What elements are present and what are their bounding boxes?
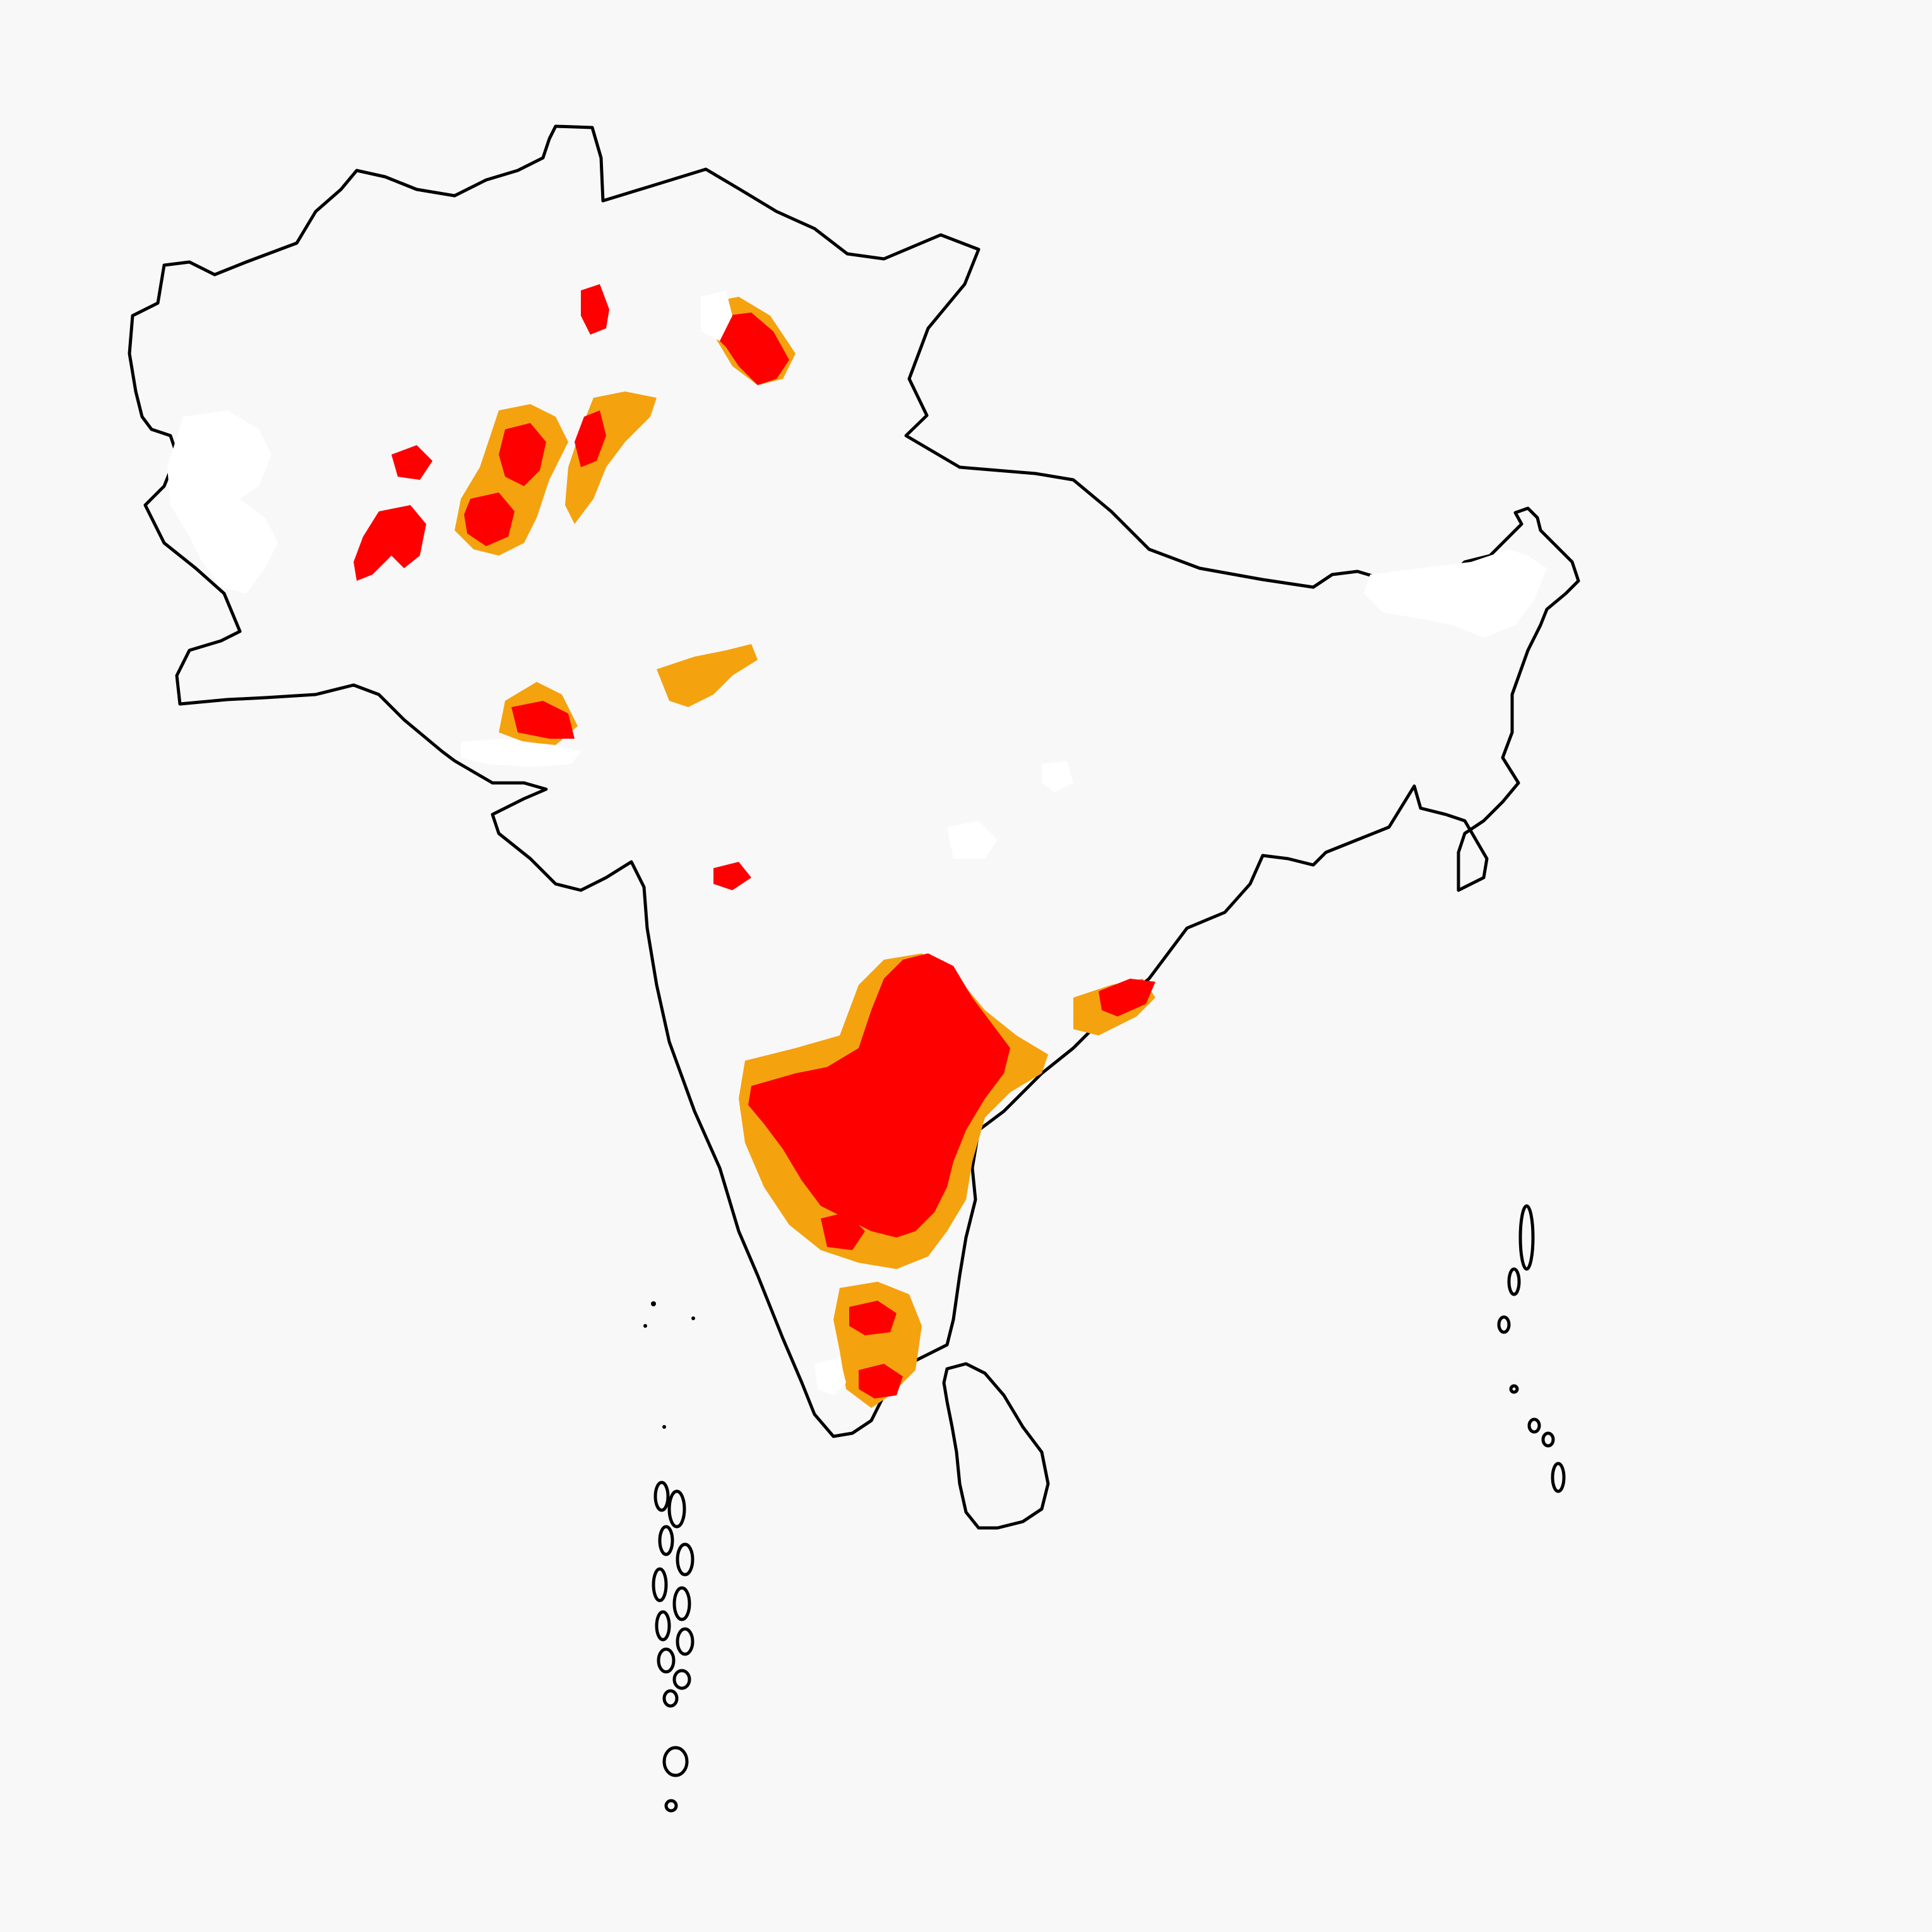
moderate-patch-central: [657, 644, 758, 707]
high-patch-northwest-2: [391, 445, 432, 480]
no-data-patch-gujarat: [461, 739, 581, 767]
high-patch-south-1: [849, 1301, 897, 1335]
high-patch-south-2: [859, 1364, 903, 1398]
no-data-patch-central: [947, 821, 998, 859]
high-patch-north-4: [713, 313, 789, 385]
high-patch-west: [511, 701, 575, 739]
sri-lanka-outline: [942, 1362, 1050, 1530]
high-patch-northwest-1: [354, 505, 426, 581]
moderate-class-patches: [455, 297, 1155, 1408]
high-patch-north-3: [575, 410, 606, 467]
high-class-patches: [354, 284, 1155, 1398]
no-data-patches: [167, 290, 1547, 1395]
mainland-region: [128, 124, 1580, 1438]
no-data-patch-south-tip: [814, 1357, 846, 1395]
high-patch-central: [713, 862, 751, 890]
maldives-islands: [652, 1481, 695, 1813]
no-data-patch-north: [701, 290, 732, 341]
no-data-patch-northeast: [1364, 549, 1547, 638]
high-patch-north-2: [464, 492, 515, 546]
high-patch-east-coast: [1099, 979, 1155, 1017]
high-patch-deccan-south: [821, 1212, 865, 1250]
andaman-nicobar-islands: [1497, 1204, 1566, 1493]
high-patch-north-5: [581, 284, 609, 335]
no-data-patch-central-2: [1042, 761, 1073, 792]
no-data-patch-west: [167, 410, 278, 593]
high-patch-north-1: [499, 423, 546, 486]
high-patch-deccan: [748, 953, 1010, 1237]
lakshadweep-islands: [643, 1301, 695, 1429]
